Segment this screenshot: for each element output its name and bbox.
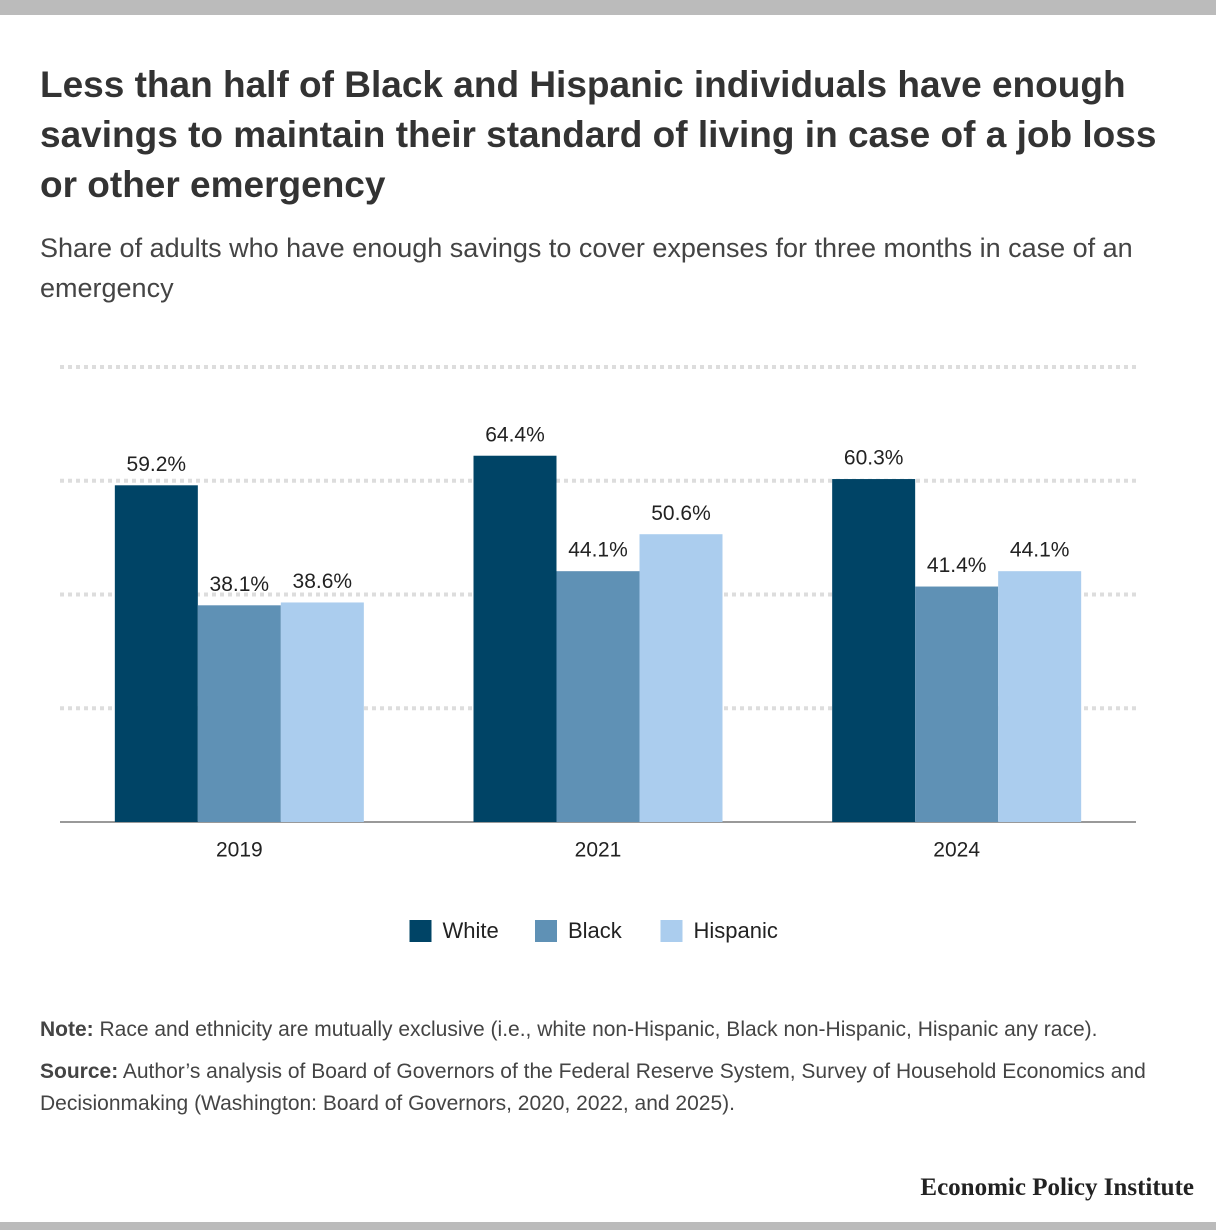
- bar: [197, 605, 281, 822]
- value-label: 60.3%: [844, 447, 904, 470]
- x-tick-label: 2024: [933, 839, 980, 862]
- bar: [998, 571, 1082, 822]
- value-label: 41.4%: [927, 554, 987, 577]
- legend-swatch: [409, 920, 432, 942]
- bar: [556, 571, 640, 822]
- legend-label: White: [443, 918, 499, 943]
- note: Note: Race and ethnicity are mutually ex…: [40, 1014, 1180, 1046]
- bar: [639, 534, 723, 822]
- value-label: 59.2%: [127, 453, 187, 476]
- value-label: 44.1%: [1010, 539, 1070, 562]
- legend-swatch: [535, 920, 557, 942]
- value-label: 44.1%: [568, 539, 628, 562]
- notes: Note: Race and ethnicity are mutually ex…: [40, 1014, 1180, 1130]
- bottom-rule: [0, 1222, 1216, 1230]
- legend-label: Black: [568, 918, 623, 943]
- bar: [473, 455, 557, 822]
- legend-swatch: [660, 920, 683, 942]
- source-text: Author’s analysis of Board of Governors …: [40, 1060, 1146, 1115]
- bar: [114, 485, 198, 822]
- bar: [915, 586, 999, 822]
- source-label: Source:: [40, 1060, 119, 1083]
- footer: Economic Policy Institute: [920, 1174, 1194, 1201]
- x-tick-label: 2019: [216, 839, 263, 862]
- bar: [832, 479, 916, 822]
- chart: 2019 59.2% 38.1% 38.6% 2021 64.4% 44.1% 50.6% 20…: [60, 365, 1136, 943]
- note-label: Note:: [40, 1018, 94, 1041]
- x-tick-label: 2021: [575, 839, 622, 862]
- value-label: 50.6%: [651, 502, 711, 525]
- legend-label: Hispanic: [694, 918, 778, 943]
- value-label: 38.6%: [293, 570, 353, 593]
- value-label: 64.4%: [485, 423, 545, 446]
- note-text: Race and ethnicity are mutually exclusiv…: [99, 1018, 1098, 1041]
- chart-subtitle: Share of adults who have enough savings …: [40, 233, 1133, 303]
- value-label: 38.1%: [210, 573, 270, 596]
- chart-title: Less than half of Black and Hispanic ind…: [40, 64, 1157, 205]
- source: Source: Author’s analysis of Board of Go…: [40, 1056, 1180, 1120]
- bar: [280, 602, 364, 822]
- top-rule: [0, 0, 1216, 15]
